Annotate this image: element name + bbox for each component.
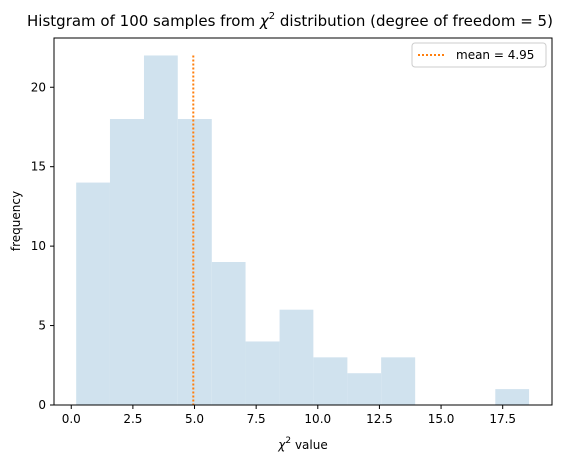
histogram-bar-1 (109, 119, 144, 405)
y-tick-label: 0 (38, 398, 46, 412)
plot-frame (53, 37, 553, 406)
x-tick-label: 17.5 (489, 412, 516, 426)
y-tick-label: 15 (31, 160, 46, 174)
y-tick-label: 20 (31, 80, 46, 94)
histogram-bar-13 (495, 389, 530, 405)
histogram-bar-0 (76, 182, 110, 405)
x-tick-label: 10.0 (304, 412, 331, 426)
legend: mean = 4.95 (411, 42, 547, 68)
x-tick-label: 5.0 (185, 412, 204, 426)
legend-mean-label: mean = 4.95 (456, 48, 534, 62)
chart-title: Histgram of 100 samples from χ2 distribu… (27, 11, 553, 30)
x-tick-label: 0.0 (62, 412, 81, 426)
legend-box (411, 42, 547, 68)
y-tick-label: 10 (31, 239, 46, 253)
x-tick-label: 15.0 (428, 412, 455, 426)
histogram-bars (76, 55, 530, 405)
histogram-bar-3 (177, 119, 212, 405)
y-tick-label: 5 (38, 319, 46, 333)
y-axis-ticks: 0 5 10 15 20 (31, 80, 54, 412)
x-axis-ticks: 0.0 2.5 5.0 7.5 10.0 12.5 15.0 17.5 (62, 405, 516, 426)
histogram-bar-7 (313, 357, 348, 405)
x-axis-label: χ2 value (277, 436, 327, 452)
y-axis-label: frequency (9, 191, 23, 251)
histogram-bar-2 (143, 55, 178, 405)
x-tick-label: 12.5 (366, 412, 393, 426)
x-tick-label: 2.5 (123, 412, 142, 426)
histogram-bar-8 (347, 373, 382, 405)
x-tick-label: 7.5 (247, 412, 266, 426)
histogram-bar-5 (245, 341, 280, 405)
histogram-bar-6 (279, 309, 314, 405)
histogram-bar-9 (381, 357, 416, 405)
histogram-bar-4 (211, 262, 246, 405)
